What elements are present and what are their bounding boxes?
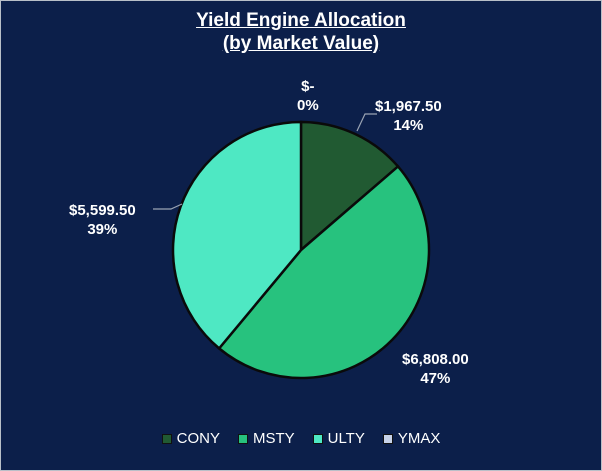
data-label-ulty-value: $5,599.50 xyxy=(69,202,136,219)
legend-item-ulty: ULTY xyxy=(312,430,365,447)
leader-line-cony xyxy=(356,113,377,132)
data-label-cony: $1,967.50 14% xyxy=(375,97,442,135)
pie-slice-cony xyxy=(299,120,400,253)
leader-line-ulty xyxy=(153,203,183,210)
legend-swatch-ymax xyxy=(382,433,393,444)
legend-item-msty: MSTY xyxy=(237,430,295,447)
chart-title: Yield Engine Allocation (by Market Value… xyxy=(1,9,601,55)
data-label-msty-percent: 47% xyxy=(420,370,451,387)
data-label-msty: $6,808.00 47% xyxy=(402,350,469,388)
data-label-ulty: $5,599.50 39% xyxy=(69,201,136,239)
legend-item-ymax: YMAX xyxy=(382,430,441,447)
data-label-msty-value: $6,808.00 xyxy=(402,351,469,368)
data-label-ulty-percent: 39% xyxy=(87,221,118,238)
data-label-cony-value: $1,967.50 xyxy=(375,98,442,115)
pie-slice-msty xyxy=(217,164,431,380)
chart-title-line2: (by Market Value) xyxy=(222,33,380,54)
legend: CONY MSTY ULTY YMAX xyxy=(1,430,601,447)
data-label-ymax: $- 0% xyxy=(297,77,319,115)
legend-label-ymax: YMAX xyxy=(397,430,441,447)
legend-swatch-ulty xyxy=(312,433,323,444)
legend-swatch-msty xyxy=(237,433,248,444)
pie-slice-ulty xyxy=(171,120,303,351)
chart-title-line1: Yield Engine Allocation xyxy=(196,10,406,31)
legend-label-ulty: ULTY xyxy=(327,430,365,447)
legend-item-cony: CONY xyxy=(161,430,220,447)
data-label-ymax-percent: 0% xyxy=(297,97,319,114)
data-label-cony-percent: 14% xyxy=(393,117,424,134)
data-label-ymax-value: $- xyxy=(301,78,315,95)
legend-label-cony: CONY xyxy=(176,430,220,447)
legend-label-msty: MSTY xyxy=(252,430,295,447)
legend-swatch-cony xyxy=(161,433,172,444)
